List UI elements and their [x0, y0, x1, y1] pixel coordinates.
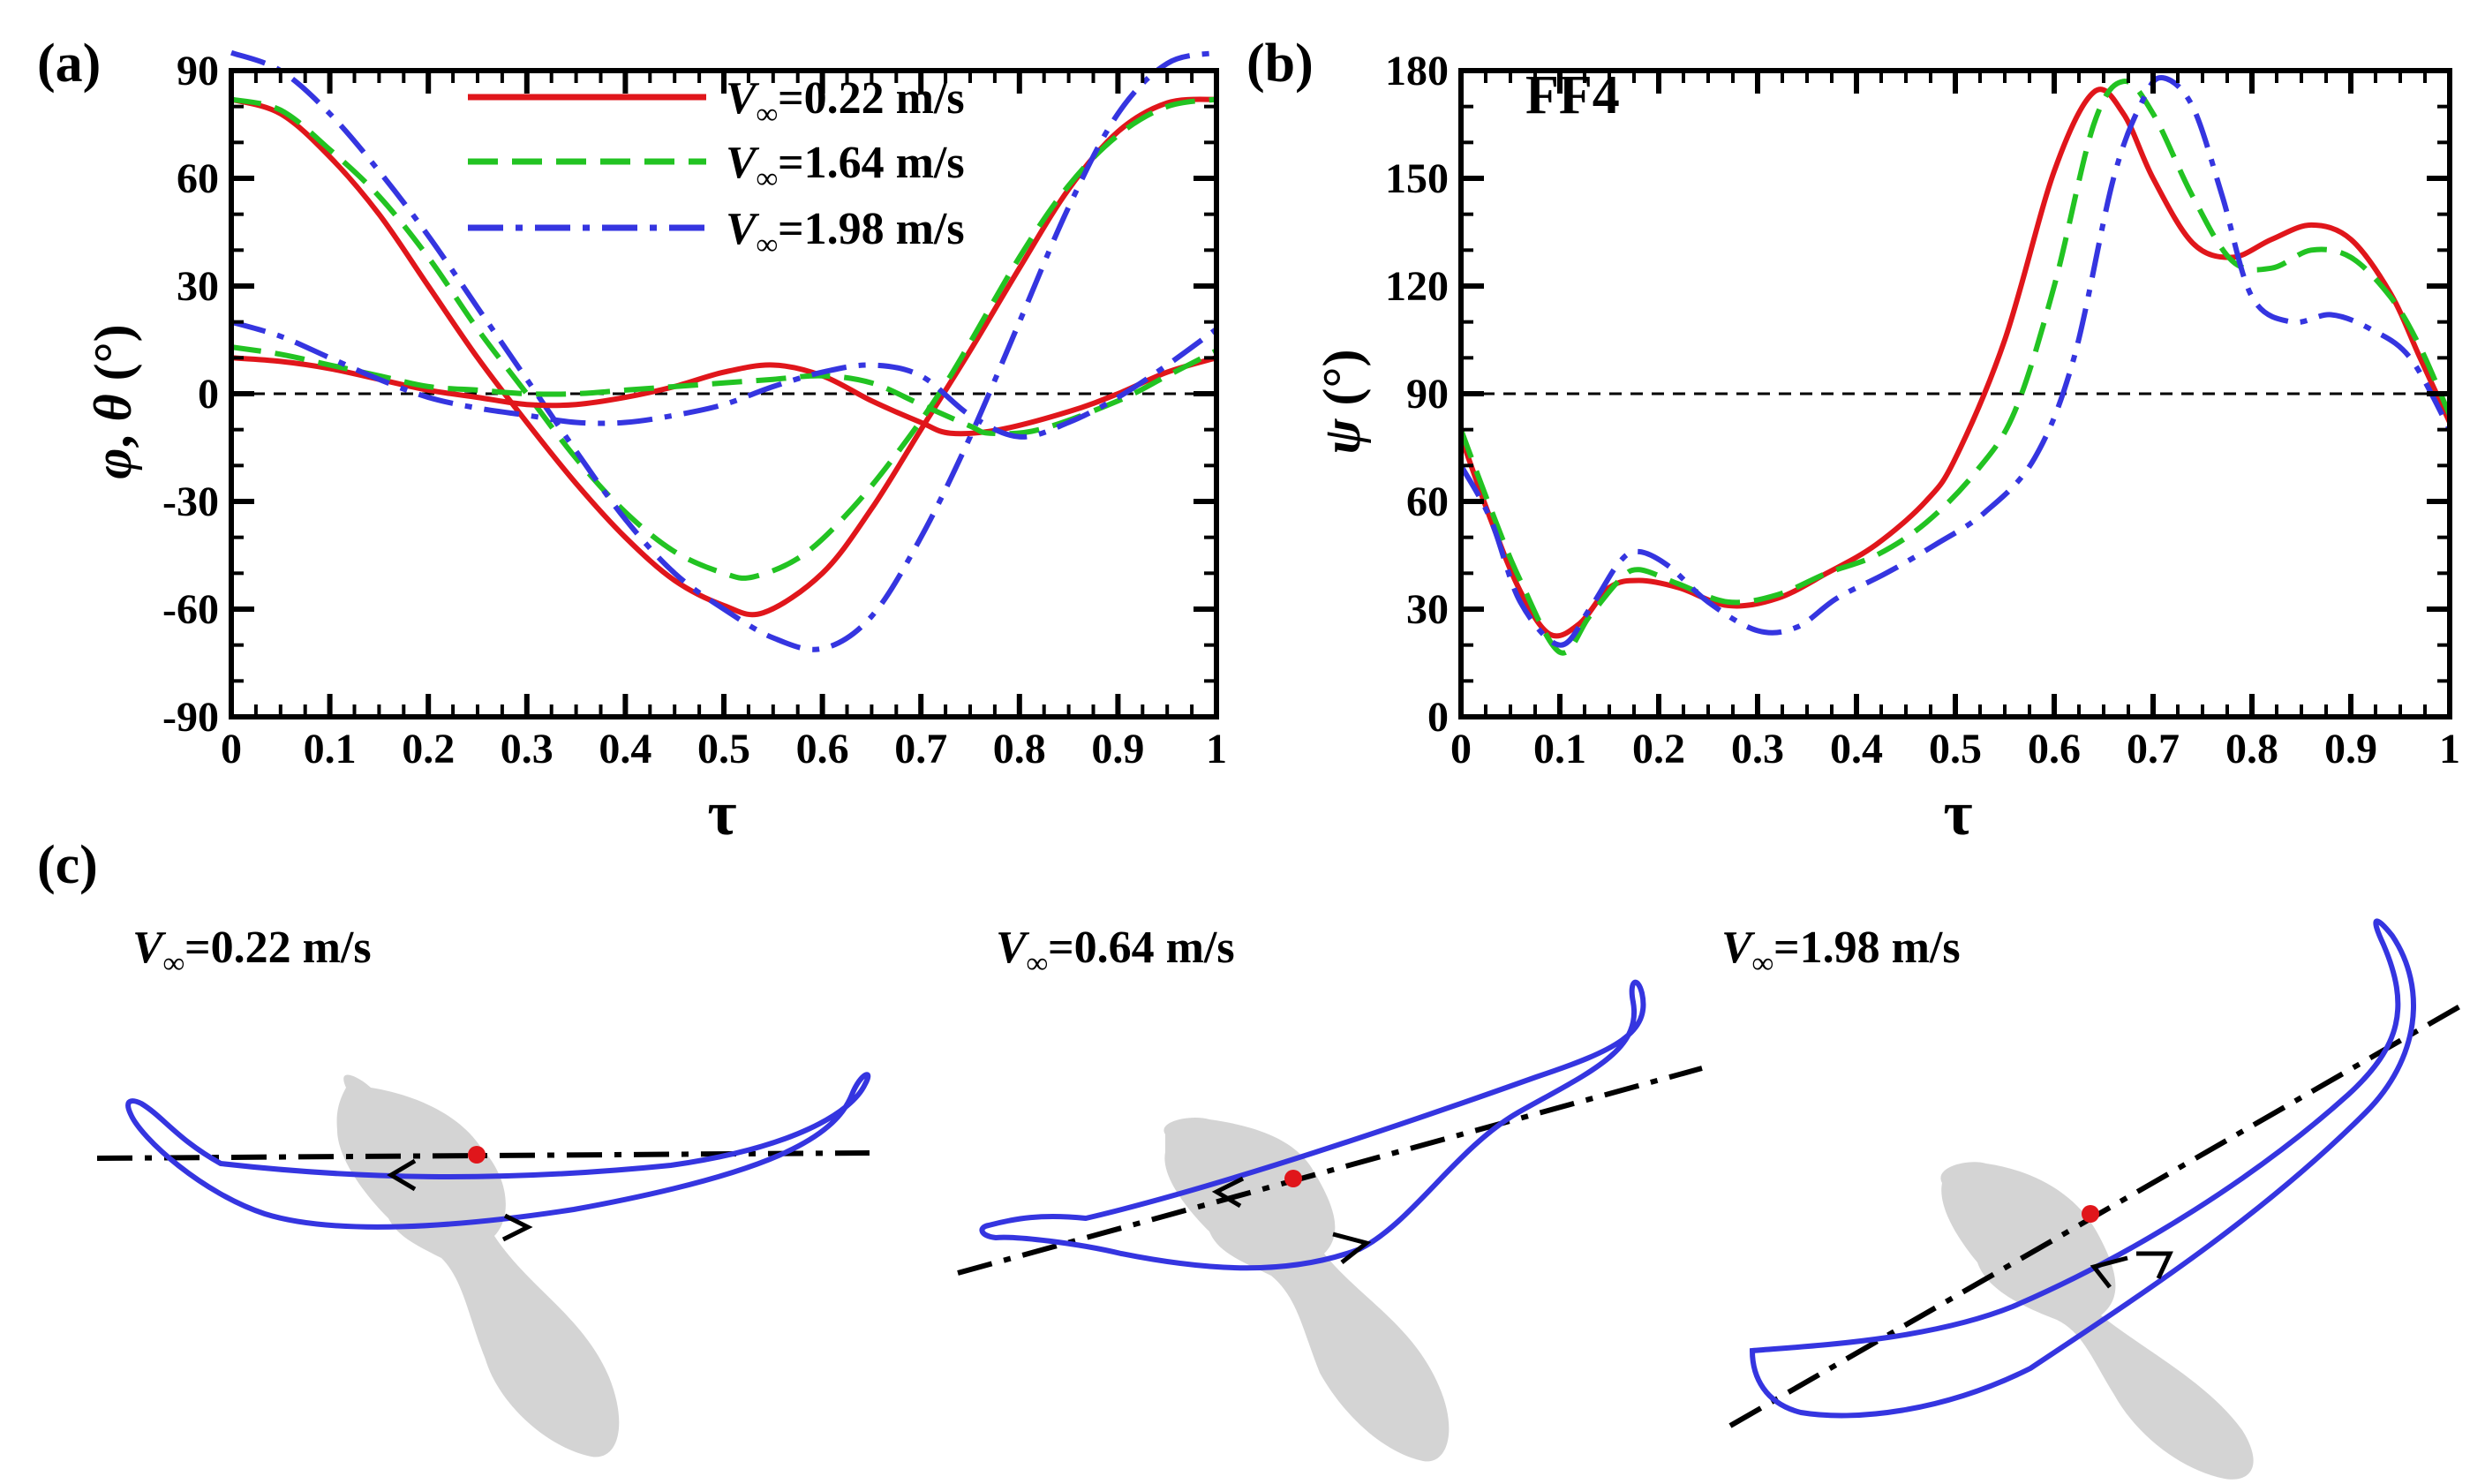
x-tick-label: 0.6 [796, 726, 849, 772]
legend-label: V∞=1.64 m/s [726, 138, 965, 195]
panel-a-y-tick-labels: -90 -60 -30 0 30 60 90 [162, 48, 219, 741]
direction-arrow-left [1211, 1176, 1245, 1209]
trajectory-illustration-2: V∞=0.64 m/s [957, 923, 1703, 1462]
y-tick-label: -30 [162, 478, 219, 525]
panel-b-series [1458, 75, 2452, 656]
panel-a-legend: V∞=0.22 m/s V∞=1.64 m/s V∞=1.98 m/s [468, 73, 965, 261]
body-silhouette [1163, 1117, 1450, 1462]
panel-b-annotation: FF4 [1525, 65, 1620, 125]
panel-c-illustrations: (c) V∞=0.22 m/s V∞=0.64 m/s V∞=1.98 m/s [37, 835, 2465, 1480]
y-tick-label: 90 [177, 48, 219, 94]
panel-a-x-tick-labels: 0 0.1 0.2 0.3 0.4 0.5 0.6 0.7 0.8 0.9 1 [221, 726, 1227, 772]
legend-label: V∞=1.98 m/s [726, 204, 965, 261]
series-line [230, 49, 1217, 652]
direction-arrow-left [387, 1158, 417, 1192]
panel-b-axes [1458, 68, 2452, 719]
series-line [230, 96, 1217, 618]
y-label-comma: , [84, 422, 142, 448]
panel-a-label: (a) [37, 34, 101, 94]
y-tick-label: 180 [1385, 48, 1449, 94]
y-tick-label: 90 [1406, 371, 1449, 418]
y-tick-label: 30 [1406, 586, 1449, 633]
x-tick-label: 0.7 [2127, 726, 2180, 772]
panel-b-y-axis-title: ψ (°) [1313, 349, 1371, 454]
panel-a-series [230, 49, 1218, 652]
panel-c-label: (c) [37, 835, 98, 895]
series-line [230, 344, 1218, 437]
panel-b-label: (b) [1246, 34, 1314, 94]
x-tick-label: 0.8 [2225, 726, 2278, 772]
y-tick-label: 120 [1385, 263, 1449, 310]
x-tick-label: 0.9 [2324, 726, 2377, 772]
direction-arrow-right [2136, 1251, 2173, 1280]
legend-entry: V∞=1.64 m/s [468, 138, 965, 195]
y-tick-label: 30 [177, 263, 219, 310]
center-point [468, 1146, 486, 1164]
stroke-plane-axis [957, 1066, 1703, 1276]
series-line [230, 355, 1217, 437]
panel-a-x-axis-title: τ [707, 778, 736, 848]
direction-arrow-right [501, 1213, 533, 1242]
panel-a-y-axis-title: φ, θ (°) [84, 324, 142, 478]
x-tick-label: 0.4 [599, 726, 651, 772]
y-tick-label: 150 [1385, 155, 1449, 202]
x-tick-label: 0 [1450, 726, 1472, 772]
panel-b-y-tick-labels: 0 30 60 90 120 150 180 [1385, 48, 1449, 741]
x-tick-label: 0.5 [1929, 726, 1982, 772]
wingtip-trajectory [979, 979, 1646, 1271]
x-tick-label: 0.7 [894, 726, 947, 772]
center-point [2082, 1205, 2099, 1223]
x-tick-label: 0.1 [1533, 726, 1586, 772]
series-line [230, 96, 1217, 581]
panel-a-axes [229, 68, 1219, 719]
velocity-label: V∞=0.64 m/s [996, 923, 1235, 980]
trajectory-illustration-3: V∞=1.98 m/s [1721, 918, 2465, 1480]
x-tick-label: 0.2 [402, 726, 455, 772]
x-tick-label: 0.9 [1091, 726, 1144, 772]
x-tick-label: 0.3 [501, 726, 553, 772]
wingtip-trajectory [125, 1072, 871, 1230]
y-tick-label: 0 [1427, 694, 1449, 741]
panel-b-chart: (b) FF4 0 0.1 0.2 0.3 0.4 0.5 0.6 0.7 0.8 0.9 1 0 3… [1246, 34, 2460, 848]
x-tick-label: 0.4 [1830, 726, 1883, 772]
velocity-label: V∞=1.98 m/s [1721, 923, 1961, 980]
x-tick-label: 1 [1206, 726, 1227, 772]
y-label-psi: ψ [1313, 418, 1371, 455]
trajectory-illustration-1: V∞=0.22 m/s [96, 923, 871, 1458]
legend-label: V∞=0.22 m/s [726, 73, 965, 131]
x-tick-label: 0.5 [697, 726, 750, 772]
y-tick-label: -90 [162, 694, 219, 741]
y-tick-label: 0 [198, 371, 219, 418]
y-tick-label: -60 [162, 586, 219, 633]
x-tick-label: 0.8 [993, 726, 1046, 772]
series-line [1458, 87, 2452, 639]
y-label-theta: θ [84, 394, 142, 421]
direction-arrow-right [1332, 1232, 1372, 1264]
y-label-unit: (°) [1313, 349, 1371, 418]
x-tick-label: 0.6 [2028, 726, 2081, 772]
wingtip-trajectory [1749, 918, 2416, 1419]
panel-b-x-axis-title: τ [1943, 778, 1972, 848]
series-line [230, 319, 1218, 440]
direction-arrow-left [2090, 1255, 2128, 1289]
series-line [1458, 75, 2452, 648]
x-tick-label: 0.2 [1632, 726, 1685, 772]
panel-a-chart: (a) 0 0.1 0.2 0.3 0.4 0.5 0.6 0.7 0.8 0.9 1 -90 -60… [37, 34, 1227, 848]
y-label-phi: φ [84, 448, 142, 479]
legend-entry: V∞=0.22 m/s [468, 73, 965, 131]
velocity-label: V∞=0.22 m/s [132, 923, 372, 980]
x-tick-label: 0 [221, 726, 242, 772]
x-tick-label: 0.3 [1731, 726, 1784, 772]
y-tick-label: 60 [177, 155, 219, 202]
legend-entry: V∞=1.98 m/s [468, 204, 965, 261]
y-label-unit: (°) [84, 324, 142, 394]
center-point [1284, 1170, 1302, 1187]
x-tick-label: 1 [2439, 726, 2460, 772]
body-silhouette [336, 1074, 620, 1458]
y-tick-label: 60 [1406, 478, 1449, 525]
series-line [1458, 79, 2452, 656]
x-tick-label: 0.1 [304, 726, 357, 772]
panel-b-x-tick-labels: 0 0.1 0.2 0.3 0.4 0.5 0.6 0.7 0.8 0.9 1 [1450, 726, 2460, 772]
